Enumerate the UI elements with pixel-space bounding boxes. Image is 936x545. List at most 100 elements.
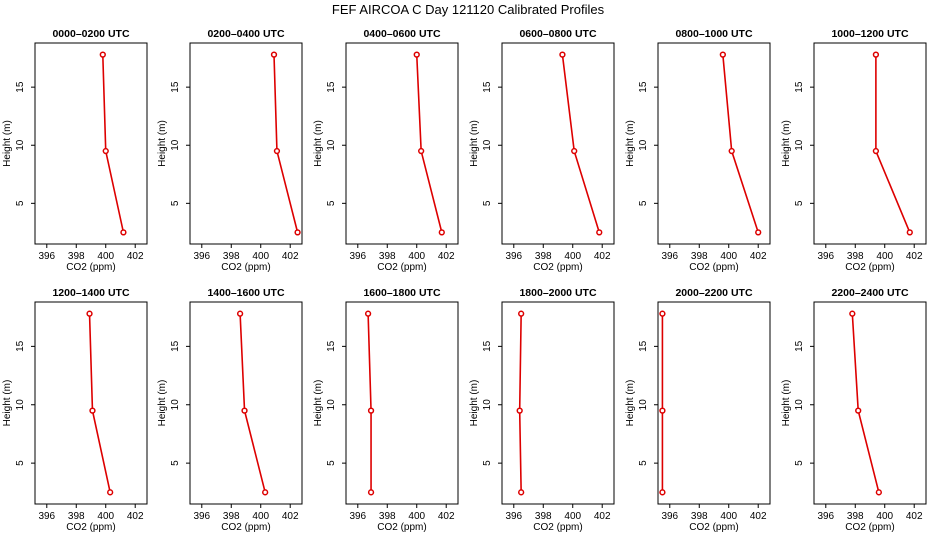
data-point [518, 489, 525, 496]
panel-title: 2200–2400 UTC [831, 287, 908, 299]
data-point [872, 51, 880, 58]
data-point [659, 407, 666, 414]
data-point [755, 229, 762, 236]
x-axis-label: CO2 (ppm) [533, 262, 582, 273]
x-axis-label: CO2 (ppm) [689, 262, 738, 273]
panel-title: 1400–1600 UTC [207, 287, 284, 299]
data-point [367, 489, 375, 496]
y-axis-label: Height (m) [313, 380, 324, 427]
y-tick-label: 15 [326, 340, 337, 352]
profile-line [101, 54, 125, 233]
x-axis-label: CO2 (ppm) [689, 522, 738, 533]
panel-title: 0200–0400 UTC [207, 28, 284, 40]
y-tick-label: 10 [482, 399, 493, 411]
y-tick-label: 5 [15, 200, 26, 206]
panel-7: 1200–1400 UTC 396 398 400 402 5 10 15 CO2 (ppm) H… [2, 287, 148, 533]
x-tick-label: 402 [282, 511, 299, 522]
x-axis-label: CO2 (ppm) [221, 522, 270, 533]
profile-line [875, 54, 911, 233]
data-point [516, 407, 523, 414]
profile-line [88, 313, 111, 493]
plot-frame [501, 301, 615, 505]
x-tick-label: 396 [505, 251, 522, 262]
x-tick-label: 402 [750, 511, 767, 522]
x-tick-label: 396 [661, 251, 678, 262]
data-point [364, 310, 372, 317]
data-point [294, 229, 301, 236]
y-axis-label: Height (m) [2, 120, 13, 167]
y-axis-label: Height (m) [313, 120, 324, 167]
x-axis-label: CO2 (ppm) [377, 522, 426, 533]
x-tick-label: 402 [906, 251, 923, 262]
main-title: FEF AIRCOA C Day 121120 Calibrated Profi… [332, 2, 605, 17]
panel-title: 0600–0800 UTC [519, 28, 596, 40]
y-tick-label: 5 [638, 200, 649, 206]
x-tick-label: 402 [127, 511, 144, 522]
plot-frame [657, 301, 771, 505]
y-tick-label: 10 [482, 139, 493, 151]
data-point [659, 310, 666, 317]
plot-frame [34, 42, 148, 245]
x-tick-label: 396 [38, 251, 55, 262]
panel-title: 0000–0200 UTC [52, 28, 129, 40]
panel-10: 1800–2000 UTC 396 398 400 402 5 10 15 CO2 (ppm) H… [469, 287, 615, 533]
data-point [728, 147, 735, 155]
panel-1: 0000–0200 UTC 396 398 400 402 5 10 15 CO2 (ppm) H… [2, 28, 148, 273]
x-tick-label: 400 [720, 251, 737, 262]
y-tick-label: 5 [482, 200, 493, 206]
data-point [120, 229, 127, 236]
plot-frame [34, 301, 148, 505]
profile-line [722, 54, 759, 233]
y-tick-label: 15 [482, 81, 493, 93]
y-tick-label: 5 [482, 460, 493, 466]
panel-11: 2000–2200 UTC 396 398 400 402 5 10 15 CO2 (ppm) H… [625, 287, 771, 533]
panel-2: 0200–0400 UTC 396 398 400 402 5 10 15 CO2 (ppm) H… [157, 28, 303, 273]
profile-line [367, 313, 372, 493]
data-point [518, 310, 525, 317]
profile-line [851, 313, 880, 493]
y-axis-label: Height (m) [469, 120, 480, 167]
y-tick-label: 15 [170, 81, 181, 93]
x-tick-label: 398 [223, 251, 240, 262]
y-tick-label: 5 [638, 460, 649, 466]
data-point [596, 229, 603, 236]
x-tick-label: 400 [252, 511, 269, 522]
x-tick-label: 396 [817, 511, 834, 522]
data-point [418, 147, 425, 155]
plot-frame [657, 42, 771, 245]
data-point [872, 147, 880, 155]
y-tick-label: 15 [326, 81, 337, 93]
data-point [270, 51, 278, 58]
y-tick-label: 10 [794, 139, 805, 151]
data-point [236, 310, 244, 317]
x-tick-label: 398 [379, 251, 396, 262]
panel-6: 1000–1200 UTC 396 398 400 402 5 10 15 CO2 (ppm) H… [781, 28, 927, 273]
y-tick-label: 15 [170, 340, 181, 352]
x-tick-label: 400 [97, 511, 114, 522]
panel-3: 0400–0600 UTC 396 398 400 402 5 10 15 CO2 (ppm) H… [313, 28, 459, 273]
panel-title: 1600–1800 UTC [363, 287, 440, 299]
y-tick-label: 10 [170, 399, 181, 411]
x-axis-label: CO2 (ppm) [66, 262, 115, 273]
y-tick-label: 10 [15, 139, 26, 151]
data-point [99, 51, 106, 58]
x-axis-label: CO2 (ppm) [845, 262, 894, 273]
data-point [107, 489, 114, 496]
data-point [659, 489, 666, 496]
y-tick-label: 5 [326, 460, 337, 466]
profile-line [518, 313, 522, 493]
panel-title: 2000–2200 UTC [675, 287, 752, 299]
profile-line [561, 54, 601, 233]
profile-line [239, 313, 266, 493]
y-tick-label: 10 [170, 139, 181, 151]
y-tick-label: 10 [326, 139, 337, 151]
x-tick-label: 402 [750, 251, 767, 262]
y-axis-label: Height (m) [625, 120, 636, 167]
x-tick-label: 398 [691, 511, 708, 522]
profile-line [273, 54, 299, 233]
x-tick-label: 402 [438, 511, 455, 522]
x-tick-label: 400 [564, 251, 581, 262]
panel-title: 1000–1200 UTC [831, 28, 908, 40]
